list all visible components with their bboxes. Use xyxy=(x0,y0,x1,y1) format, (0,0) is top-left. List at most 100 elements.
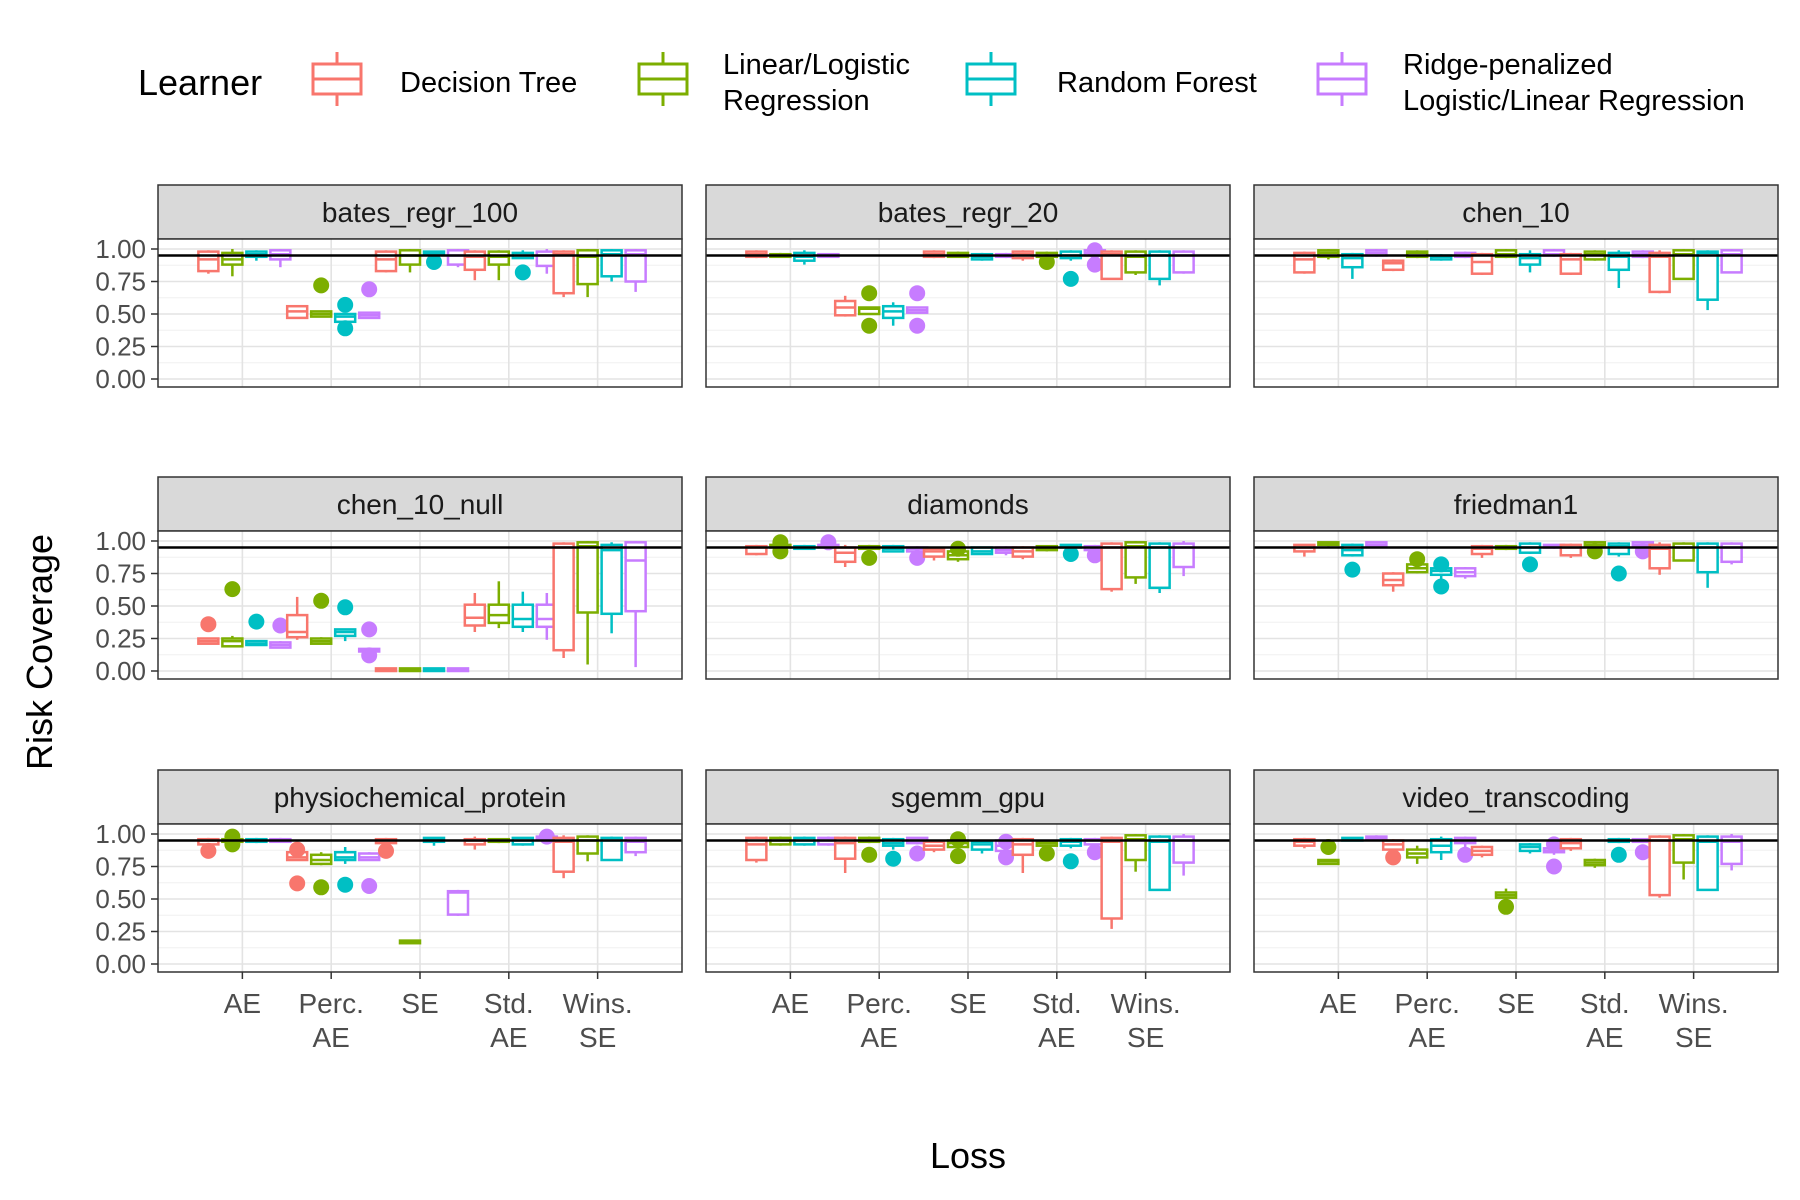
x-tick-label: AE xyxy=(1038,1022,1075,1053)
box-perc-ae-linear-logistic-regression xyxy=(857,285,881,334)
box-perc-ae-linear-logistic-regression xyxy=(1405,551,1429,574)
panel-strip xyxy=(157,769,683,825)
panel-title: video_transcoding xyxy=(1402,782,1629,813)
box-wins-se-random-forest xyxy=(600,836,623,862)
outlier-point xyxy=(885,850,902,867)
box-perc-ae-ridge-penalized-logistic-linear-regression xyxy=(357,852,381,894)
x-tick-label: AE xyxy=(1320,988,1357,1019)
outlier-point xyxy=(1344,561,1361,578)
box-perc-ae-decision-tree xyxy=(833,295,857,317)
box-perc-ae-random-forest xyxy=(333,847,357,893)
outlier-point xyxy=(1086,256,1103,273)
panel-bates-regr-100: bates_regr_100 0.000.250.500.751.00 xyxy=(95,184,683,394)
x-tick-label: Wins. xyxy=(1111,988,1181,1019)
box-perc-ae-linear-logistic-regression xyxy=(309,592,333,645)
legend-label: Random Forest xyxy=(1057,67,1257,99)
x-tick-label: AE xyxy=(861,1022,898,1053)
legend-label-line-1: Linear/Logistic xyxy=(723,49,910,81)
box-body xyxy=(1559,543,1583,557)
panel-strip xyxy=(157,476,683,532)
panel-title: bates_regr_100 xyxy=(322,197,518,228)
outlier-point xyxy=(1038,254,1055,270)
x-tick-label: AE xyxy=(1586,1022,1623,1053)
box-perc-ae-ridge-penalized-logistic-linear-regression xyxy=(357,281,381,320)
outlier-point xyxy=(313,592,330,609)
box-wins-se-ridge-penalized-logistic-linear-regression xyxy=(1720,249,1743,274)
box-ae-linear-logistic-regression xyxy=(221,581,244,648)
outlier-point xyxy=(1457,846,1474,863)
y-tick-label: 1.00 xyxy=(95,526,146,556)
box-ae-decision-tree xyxy=(197,616,220,645)
legend-item-linear-logistic-regression: Linear/Logistic Regression xyxy=(637,49,910,117)
box-body xyxy=(1696,542,1719,574)
panel-friedman1: friedman1 xyxy=(1253,476,1779,680)
box-body xyxy=(1672,542,1695,562)
outlier-point xyxy=(289,875,306,892)
box-perc-ae-decision-tree xyxy=(1381,839,1405,866)
box-body xyxy=(511,603,535,629)
x-tick-label: Std. xyxy=(1032,988,1082,1019)
box-std-ae-decision-tree xyxy=(463,593,487,632)
box-body xyxy=(552,250,575,295)
outlier-point xyxy=(1385,849,1402,866)
box-perc-ae-linear-logistic-regression xyxy=(309,852,333,896)
box-wins-se-random-forest xyxy=(600,249,623,282)
x-tick-label: SE xyxy=(401,988,438,1019)
panel-strip xyxy=(705,476,1231,532)
box-wins-se-random-forest xyxy=(1148,835,1171,892)
legend-label: Decision Tree xyxy=(400,67,577,99)
x-tick-label: Wins. xyxy=(1659,988,1729,1019)
box-body xyxy=(333,850,357,862)
box-se-decision-tree xyxy=(922,840,946,853)
y-tick-label: 0.50 xyxy=(95,299,146,329)
outlier-point xyxy=(772,543,789,560)
x-tick-label: AE xyxy=(772,988,809,1019)
y-tick-label: 0.00 xyxy=(95,364,146,394)
box-body xyxy=(463,603,487,627)
box-se-linear-logistic-regression xyxy=(398,939,422,945)
legend-item-ridge-penalized-logistic-linear-regression: Ridge-penalized Logistic/Linear Regressio… xyxy=(1316,49,1745,117)
box-body xyxy=(624,249,647,283)
box-se-linear-logistic-regression xyxy=(398,667,422,673)
box-body xyxy=(1148,250,1171,281)
y-tick-label: 1.00 xyxy=(95,234,146,264)
box-ae-linear-logistic-regression xyxy=(1317,839,1340,866)
outlier-point xyxy=(337,296,354,313)
legend-label-line-1: Ridge-penalized xyxy=(1403,49,1613,81)
panel-strip xyxy=(705,184,1231,240)
box-perc-ae-decision-tree xyxy=(285,596,309,640)
box-perc-ae-decision-tree xyxy=(1381,259,1405,272)
box-body xyxy=(922,547,946,558)
box-body xyxy=(1696,835,1719,892)
panel-title: chen_10_null xyxy=(337,489,504,520)
box-ae-decision-tree xyxy=(745,836,768,863)
box-body xyxy=(1172,835,1195,864)
box-body xyxy=(1672,249,1695,281)
box-body xyxy=(576,249,599,286)
y-tick-label: 0.25 xyxy=(95,332,146,362)
outlier-point xyxy=(1086,547,1103,564)
outlier-point xyxy=(248,613,265,630)
box-body xyxy=(600,543,623,616)
panel-chen-10: chen_10 xyxy=(1253,184,1779,388)
x-tick-label: AE xyxy=(313,1022,350,1053)
y-tick-label: 0.75 xyxy=(95,559,146,589)
box-body xyxy=(1293,251,1316,274)
box-body xyxy=(1696,250,1719,301)
box-body xyxy=(576,835,599,855)
outlier-point xyxy=(1634,844,1651,861)
outlier-point xyxy=(861,846,878,863)
outlier-point xyxy=(337,876,354,893)
y-tick-label: 1.00 xyxy=(95,819,146,849)
outlier-point xyxy=(313,879,330,896)
box-perc-ae-linear-logistic-regression xyxy=(309,277,333,318)
outlier-point xyxy=(1498,898,1514,915)
outlier-point xyxy=(224,581,241,598)
panel-title: bates_regr_20 xyxy=(878,197,1059,228)
outlier-point xyxy=(1062,853,1079,870)
box-ae-linear-logistic-regression xyxy=(1317,541,1340,547)
box-body xyxy=(1100,250,1123,281)
outlier-point xyxy=(378,842,394,859)
